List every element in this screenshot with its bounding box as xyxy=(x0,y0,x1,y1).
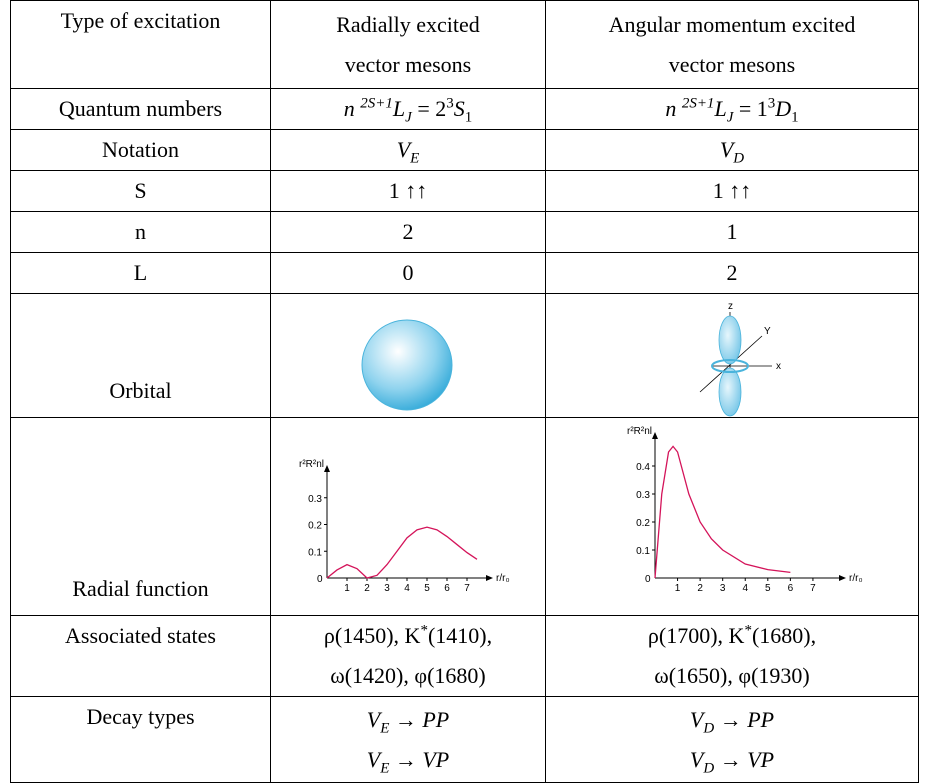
row-label: Quantum numbers xyxy=(10,88,271,130)
row: Decay types VE → PP VE → VP VD → PP VD → V… xyxy=(10,696,919,783)
cell: ρ(1450), K*(1410), ω(1420), φ(1680) xyxy=(270,615,546,697)
math: L xyxy=(714,96,727,121)
text: vector mesons xyxy=(668,51,796,77)
math: V xyxy=(689,746,704,772)
row: Associated states ρ(1450), K*(1410), ω(14… xyxy=(10,615,919,697)
math: n xyxy=(665,96,677,121)
line: ρ(1450), K*(1410), xyxy=(275,616,541,656)
cell xyxy=(270,293,546,418)
cell xyxy=(545,293,919,418)
row-label: L xyxy=(10,252,271,294)
math: 1 xyxy=(464,109,473,126)
math: 3 xyxy=(446,95,454,112)
header-cell: Angular momentum excited vector mesons xyxy=(545,0,919,89)
row: Quantum numbers n 2S+1LJ = 23S1 n 2S+1LJ… xyxy=(10,88,919,130)
line: VE → PP xyxy=(275,700,541,740)
row: Radial function xyxy=(10,417,919,616)
line: VD → PP xyxy=(550,700,914,740)
cell: VE → PP VE → VP xyxy=(270,696,546,783)
math: (1410), xyxy=(427,623,493,648)
row: n 2 1 xyxy=(10,211,919,253)
math: → VP xyxy=(714,746,775,772)
text: vector mesons xyxy=(344,51,472,77)
text: Angular momentum excited xyxy=(608,11,856,37)
math: 1 xyxy=(791,109,799,126)
text: Radially excited xyxy=(336,11,480,37)
math: D xyxy=(775,96,792,121)
cell xyxy=(545,417,919,616)
line: ρ(1700), K*(1680), xyxy=(550,616,914,656)
cell: n 2S+1LJ = 23S1 xyxy=(270,88,546,130)
math: J xyxy=(405,109,412,126)
row-label: Associated states xyxy=(10,615,271,697)
math: V xyxy=(366,746,381,772)
math: D xyxy=(703,759,715,776)
math: E xyxy=(380,759,390,776)
math: * xyxy=(744,622,752,639)
math: D xyxy=(733,150,745,167)
line: ω(1420), φ(1680) xyxy=(330,663,486,688)
row: S 1 ↑↑ 1 ↑↑ xyxy=(10,170,919,212)
math: → PP xyxy=(389,706,450,732)
cell xyxy=(270,417,546,616)
math: S xyxy=(453,96,465,121)
math: V xyxy=(366,706,381,732)
line: VD → VP xyxy=(550,740,914,780)
header-cell: Type of excitation xyxy=(10,0,271,89)
math: n xyxy=(343,96,355,121)
cell: 1 ↑↑ xyxy=(545,170,919,212)
cell: 2 xyxy=(270,211,546,253)
math: (1680), xyxy=(751,623,817,648)
row-label: Decay types xyxy=(10,696,271,783)
math: L xyxy=(392,96,406,121)
cell: ρ(1700), K*(1680), ω(1650), φ(1930) xyxy=(545,615,919,697)
math: ρ(1450), K xyxy=(323,623,421,648)
row: L 0 2 xyxy=(10,252,919,294)
math: 2S+1 xyxy=(360,95,393,112)
row-label: n xyxy=(10,211,271,253)
cell: VE xyxy=(270,129,546,171)
math: V xyxy=(689,706,704,732)
cell: 1 xyxy=(545,211,919,253)
line: ω(1650), φ(1930) xyxy=(654,663,810,688)
row: Notation VE VD xyxy=(10,129,919,171)
cell: VD xyxy=(545,129,919,171)
math: → PP xyxy=(714,706,775,732)
header-cell: Radially excited vector mesons xyxy=(270,0,546,89)
line: VE → VP xyxy=(275,740,541,780)
math: V xyxy=(396,137,411,162)
math: * xyxy=(420,622,428,639)
cell: n 2S+1LJ = 13D1 xyxy=(545,88,919,130)
math: = 1 xyxy=(733,96,768,121)
row-label: Orbital xyxy=(10,293,271,418)
math: → VP xyxy=(389,746,450,772)
header-row: Type of excitation Radially excited vecto… xyxy=(10,0,919,89)
math: E xyxy=(380,719,390,736)
math: J xyxy=(726,109,734,126)
row-label: Radial function xyxy=(10,417,271,616)
table: Type of excitation Radially excited vecto… xyxy=(10,0,919,783)
row-label: S xyxy=(10,170,271,212)
cell: 2 xyxy=(545,252,919,294)
math: V xyxy=(719,137,734,162)
math: = 2 xyxy=(411,96,447,121)
cell: 1 ↑↑ xyxy=(270,170,546,212)
math: E xyxy=(410,150,420,167)
math: D xyxy=(703,719,715,736)
cell: VD → PP VD → VP xyxy=(545,696,919,783)
row-label: Notation xyxy=(10,129,271,171)
math: ρ(1700), K xyxy=(647,623,745,648)
cell: 0 xyxy=(270,252,546,294)
math: 3 xyxy=(767,95,776,112)
row: Orbital xyxy=(10,293,919,418)
math: 2S+1 xyxy=(681,95,715,112)
